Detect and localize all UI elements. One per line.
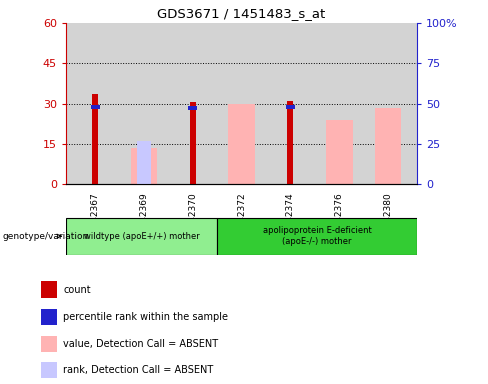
Bar xyxy=(190,103,196,184)
Text: wildtype (apoE+/+) mother: wildtype (apoE+/+) mother xyxy=(83,232,200,241)
Bar xyxy=(41,336,57,352)
Bar xyxy=(41,281,57,298)
Bar xyxy=(375,108,401,184)
Bar xyxy=(228,104,255,184)
Text: value, Detection Call = ABSENT: value, Detection Call = ABSENT xyxy=(63,339,219,349)
Bar xyxy=(92,94,98,184)
Text: percentile rank within the sample: percentile rank within the sample xyxy=(63,312,228,322)
FancyBboxPatch shape xyxy=(217,218,417,255)
Text: count: count xyxy=(63,285,91,295)
Bar xyxy=(41,362,57,378)
Bar xyxy=(41,309,57,325)
Title: GDS3671 / 1451483_s_at: GDS3671 / 1451483_s_at xyxy=(158,7,325,20)
Text: rank, Detection Call = ABSENT: rank, Detection Call = ABSENT xyxy=(63,365,214,375)
Text: genotype/variation: genotype/variation xyxy=(2,232,89,241)
Text: apolipoprotein E-deficient
(apoE-/-) mother: apolipoprotein E-deficient (apoE-/-) mot… xyxy=(263,227,371,246)
Bar xyxy=(131,148,158,184)
Bar xyxy=(188,106,197,111)
Bar xyxy=(137,141,151,184)
Bar xyxy=(287,101,293,184)
FancyBboxPatch shape xyxy=(66,218,217,255)
Bar xyxy=(286,105,295,109)
Bar xyxy=(326,120,352,184)
Bar xyxy=(91,105,100,109)
